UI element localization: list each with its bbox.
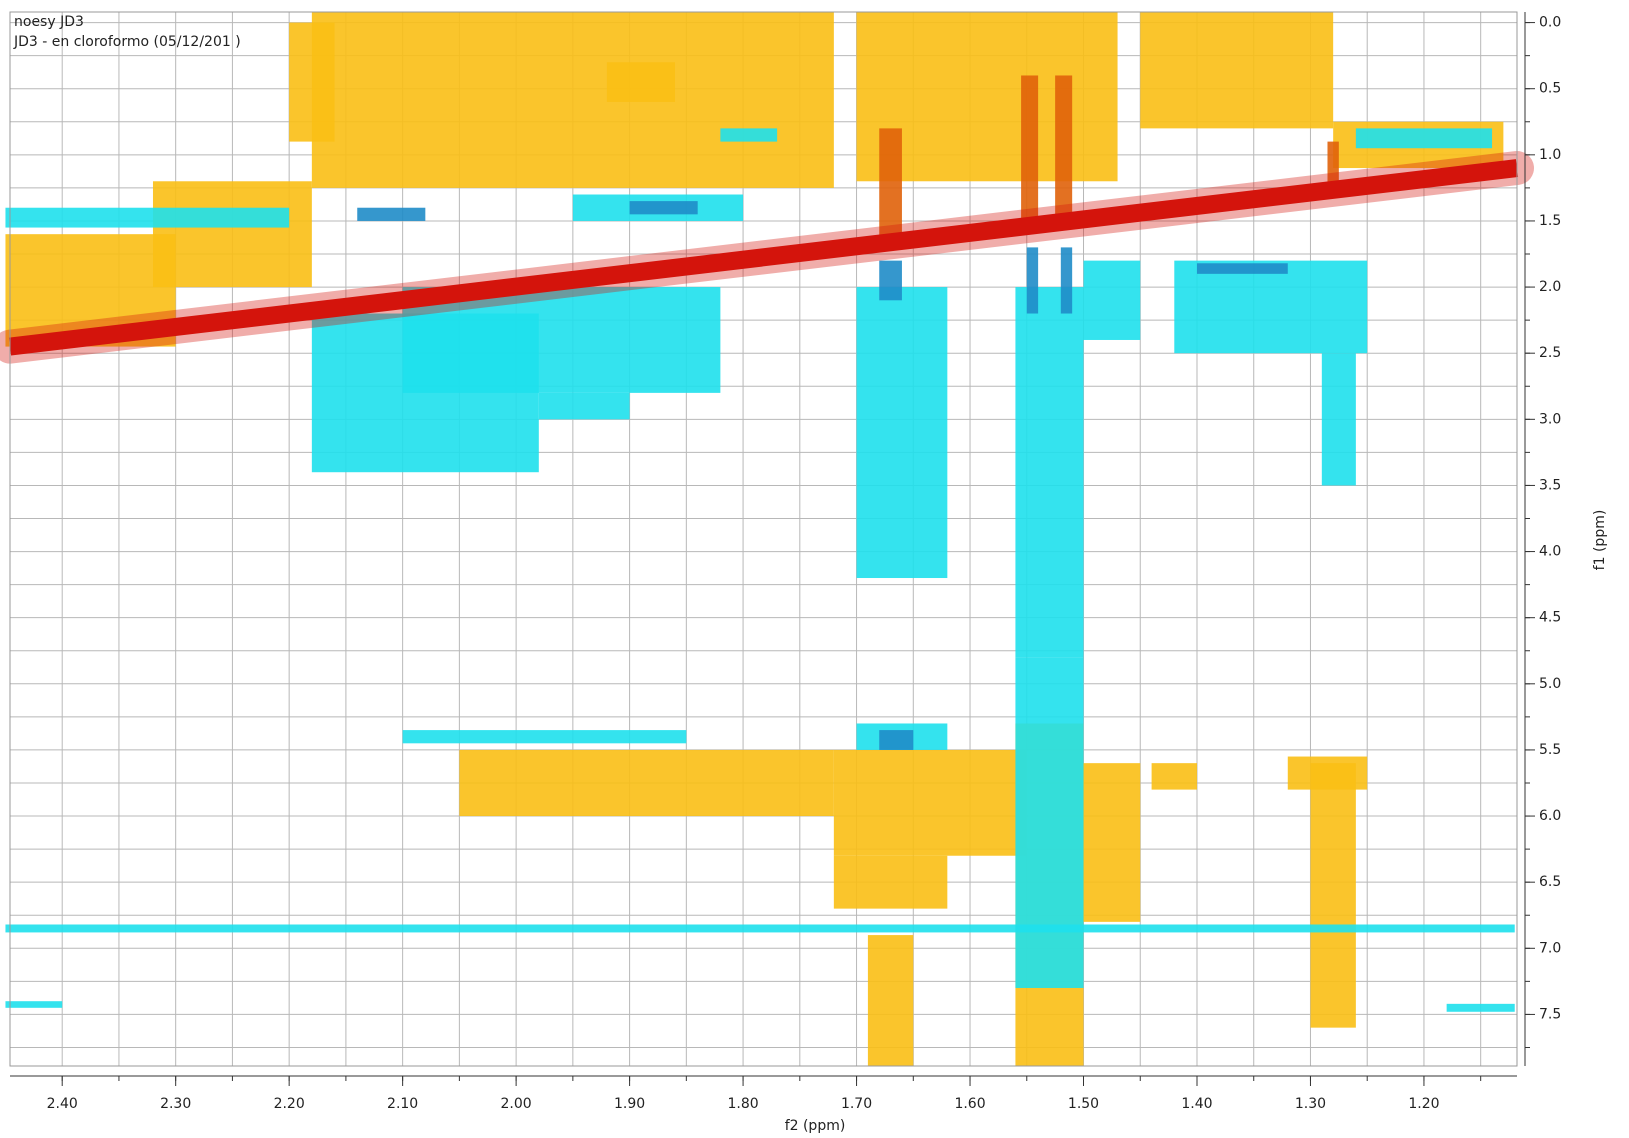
y-tick-label: 3.5 bbox=[1539, 477, 1561, 493]
y-tick-label: 0.5 bbox=[1539, 81, 1561, 97]
contour-region bbox=[879, 260, 902, 301]
contour-region bbox=[289, 22, 335, 142]
y-tick-label: 0.0 bbox=[1539, 15, 1561, 31]
chart-title: noesy JD3 bbox=[14, 14, 84, 30]
y-tick-label: 5.5 bbox=[1539, 742, 1561, 758]
chart-subtitle: JD3 - en cloroformo (05/12/201 ) bbox=[13, 34, 241, 50]
contour-region bbox=[459, 749, 834, 817]
contour-region bbox=[1015, 657, 1084, 988]
y-tick-label: 1.5 bbox=[1539, 213, 1561, 229]
contour-region bbox=[5, 207, 290, 228]
contour-region bbox=[1026, 247, 1039, 314]
x-tick-label: 2.20 bbox=[274, 1096, 305, 1112]
y-tick-label: 4.5 bbox=[1539, 610, 1561, 626]
contour-region bbox=[1174, 260, 1368, 354]
y-tick-label: 3.0 bbox=[1539, 411, 1561, 427]
contour-region bbox=[152, 181, 312, 288]
contour-region bbox=[833, 749, 1027, 856]
contour-region bbox=[833, 855, 948, 909]
x-tick-label: 1.50 bbox=[1068, 1096, 1099, 1112]
contour-region bbox=[1355, 128, 1493, 149]
contour-region bbox=[1446, 1003, 1515, 1012]
contour-region bbox=[1321, 353, 1356, 486]
y-tick-label: 1.0 bbox=[1539, 147, 1561, 163]
y-tick-label: 6.5 bbox=[1539, 874, 1561, 890]
y-tick-label: 6.0 bbox=[1539, 808, 1561, 824]
contour-region bbox=[5, 1001, 63, 1008]
x-axis-label: f2 (ppm) bbox=[785, 1118, 846, 1134]
contour-region bbox=[879, 128, 902, 248]
x-tick-label: 1.30 bbox=[1295, 1096, 1326, 1112]
contour-region bbox=[1021, 75, 1039, 228]
x-tick-label: 2.40 bbox=[47, 1096, 78, 1112]
contour-region bbox=[1310, 763, 1356, 1028]
x-tick-label: 1.20 bbox=[1408, 1096, 1439, 1112]
diagonal bbox=[8, 159, 1519, 356]
y-axis-label: f1 (ppm) bbox=[1592, 510, 1608, 571]
contour-region bbox=[1083, 260, 1141, 340]
contour-region bbox=[720, 128, 778, 142]
plot-frame bbox=[9, 11, 1518, 1067]
contour-region bbox=[402, 287, 721, 393]
y-tick-label: 4.0 bbox=[1539, 544, 1561, 560]
contour-region bbox=[867, 935, 914, 1066]
contour-region bbox=[879, 730, 914, 750]
plot-data bbox=[0, 12, 1534, 1066]
contour-region bbox=[1151, 763, 1197, 790]
axes: 2.40 2.30 2.20 2.10 2.00 1.90 1.80 1.70 1.60 1.50… bbox=[9, 11, 1561, 1112]
contour-region bbox=[311, 12, 834, 188]
y-tick-label: 5.0 bbox=[1539, 676, 1561, 692]
x-tick-label: 2.00 bbox=[501, 1096, 532, 1112]
y-tick-label: 2.0 bbox=[1539, 279, 1561, 295]
x-tick-label: 1.40 bbox=[1181, 1096, 1212, 1112]
contour-region bbox=[856, 287, 948, 579]
x-tick-label: 1.80 bbox=[727, 1096, 758, 1112]
contour-region bbox=[1083, 763, 1141, 922]
contour-region bbox=[606, 62, 675, 102]
contour-region bbox=[629, 201, 698, 215]
contour-region bbox=[1196, 263, 1288, 274]
contour-region bbox=[1015, 287, 1084, 658]
y-tick-label: 7.0 bbox=[1539, 940, 1561, 956]
contour-region bbox=[1287, 756, 1368, 790]
contour-region bbox=[538, 392, 630, 420]
y-tick-label: 2.5 bbox=[1539, 345, 1561, 361]
x-tick-label: 1.90 bbox=[614, 1096, 645, 1112]
contour-region bbox=[5, 924, 1515, 933]
contour-region bbox=[1060, 247, 1073, 314]
contour-region bbox=[357, 207, 426, 221]
y-tick-label: 7.5 bbox=[1539, 1006, 1561, 1022]
contour-region bbox=[402, 730, 687, 744]
contour-region bbox=[1140, 12, 1334, 129]
x-tick-label: 1.60 bbox=[954, 1096, 985, 1112]
x-tick-label: 2.10 bbox=[387, 1096, 418, 1112]
contour-region bbox=[1055, 75, 1073, 228]
contour-region bbox=[1327, 141, 1339, 195]
x-tick-label: 1.70 bbox=[841, 1096, 872, 1112]
x-tick-label: 2.30 bbox=[160, 1096, 191, 1112]
